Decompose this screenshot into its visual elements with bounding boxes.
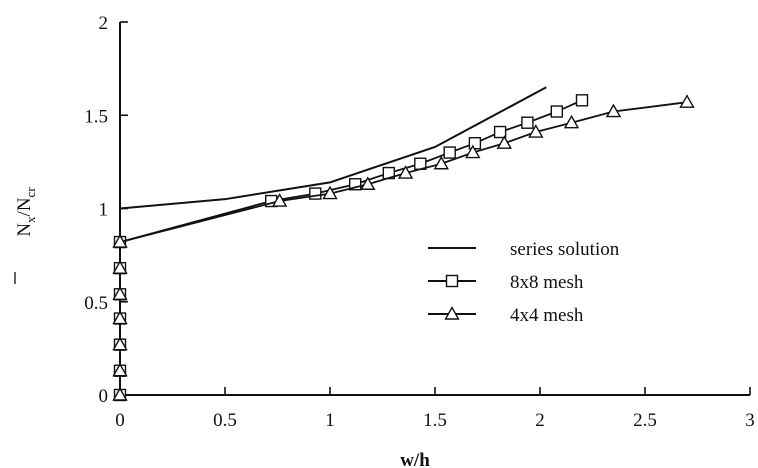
data-point-triangle [563,114,580,129]
data-point-triangle [496,135,512,149]
legend-marker-triangle [444,306,460,320]
data-point-triangle [112,234,128,248]
data-point-square [575,94,589,107]
x-tick-label: 1 [325,410,335,431]
y-tick-label: 1.5 [84,106,108,127]
data-point-triangle [112,387,128,401]
data-point-triangle [433,155,449,170]
legend: series solution 8x8 mesh 4x4 mesh [428,239,620,326]
x-tick-label: 3 [745,410,755,431]
legend-label: 4x4 mesh [510,305,584,326]
tick-marks [119,21,751,396]
y-tick-label: 2 [99,13,109,34]
data-point-triangle [465,144,481,159]
data-point-triangle [397,165,414,179]
data-point-triangle [112,336,128,351]
data-point-triangle [112,286,128,300]
x-axis-title: w/h [400,450,430,468]
data-point-triangle [679,94,695,108]
y-tick-label: 0.5 [84,293,108,314]
data-point-square [493,125,507,139]
legend-item: series solution [428,239,620,260]
legend-label: 8x8 mesh [510,272,584,293]
data-point-triangle [360,176,376,190]
data-point-triangle [605,103,622,118]
legend-item: 4x4 mesh [428,305,584,326]
data-point-triangle [112,260,128,274]
legend-marker-square [445,274,459,288]
data-point-square [521,116,534,129]
series-line [119,86,547,210]
y-axis-title: Nx/Ncr [14,187,38,284]
data-point-triangle [271,193,288,207]
data-point-triangle [528,124,544,138]
y-tick-label: 0 [99,386,109,407]
legend-item: 8x8 mesh [428,272,584,293]
y-axis-title-slash: /N [14,197,35,216]
series-none [119,86,547,210]
series-triangle [112,94,695,401]
svg-text:Nx/Ncr: Nx/Ncr [14,187,38,237]
x-tick-label: 2.5 [633,410,657,431]
data-point-triangle [322,185,338,200]
data-point-square [550,105,563,118]
tick-labels: 0 0.5 1 1.5 2 2.5 3 0 0.5 1 1.5 2 [84,13,755,431]
axes [119,22,750,396]
x-tick-label: 0 [115,410,125,431]
series-line [119,101,688,243]
y-axis-title-sub-x: x [23,216,38,223]
series-layer [112,86,695,402]
data-point-triangle [112,362,128,377]
legend-label: series solution [510,239,620,260]
x-tick-label: 1.5 [423,410,447,431]
series-line [119,99,583,243]
data-point-square [443,146,456,159]
x-tick-label: 2 [535,410,545,431]
y-axis-title-main: N [14,223,35,237]
data-point-square [349,178,362,191]
x-tick-label: 0.5 [213,410,237,431]
data-point-triangle [112,310,128,325]
data-point-square [468,137,482,150]
data-point-square [309,187,322,200]
y-axis-title-sub-cr: cr [23,187,38,198]
y-tick-label: 1 [99,200,109,221]
